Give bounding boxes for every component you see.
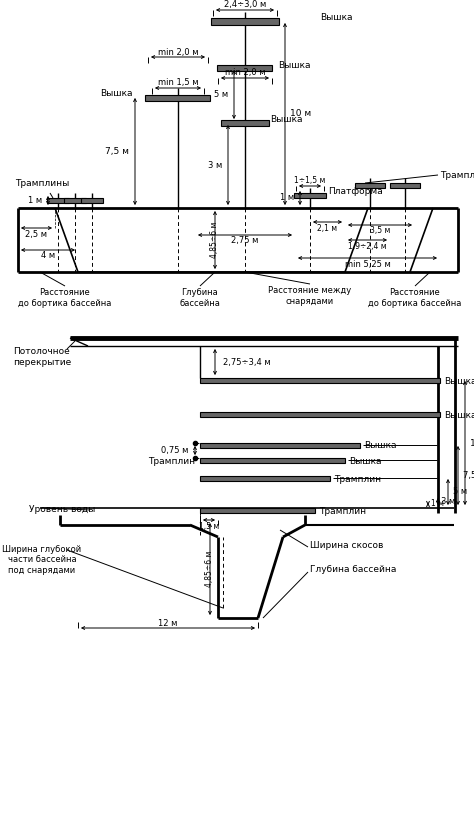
Text: Ширина глубокой
части бассейна
под снарядами: Ширина глубокой части бассейна под снаря… [2,545,82,575]
Text: Вышка: Вышка [270,116,302,125]
Bar [218,65,273,71]
Bar [200,458,345,463]
Text: Глубина
бассейна: Глубина бассейна [180,289,220,308]
Text: 1,9÷2,4 м: 1,9÷2,4 м [348,241,387,251]
Text: 2,75 м: 2,75 м [231,237,259,246]
Text: Вышка: Вышка [444,376,474,385]
Text: Платформа: Платформа [328,188,383,197]
Text: 4,85÷6 м: 4,85÷6 м [206,551,215,587]
Text: Вышка: Вышка [278,60,310,69]
Text: Потолочное
перекрытие: Потолочное перекрытие [13,347,71,366]
Text: Трамплин: Трамплин [148,457,195,466]
Text: 2,75÷3,4 м: 2,75÷3,4 м [223,357,271,366]
Text: 1 м: 1 м [28,196,42,205]
Text: 2,4÷3,0 м: 2,4÷3,0 м [224,1,266,9]
Text: Уровень воды: Уровень воды [29,505,95,514]
Bar [221,120,269,126]
Text: 1,5 м: 1,5 м [199,522,219,530]
Text: 0,75 м: 0,75 м [161,446,188,455]
Text: 2,1 м: 2,1 м [318,223,337,232]
Bar [294,193,326,198]
Text: 2,5 м: 2,5 м [26,230,47,238]
Bar [200,476,330,481]
Text: Глубина бассейна: Глубина бассейна [310,566,396,575]
Text: 7,5 м: 7,5 м [463,471,474,480]
Text: Вышка: Вышка [320,13,353,22]
Bar [200,443,360,448]
Text: Расстояние
до бортика бассейна: Расстояние до бортика бассейна [18,289,112,308]
Text: 3 м: 3 м [441,497,455,506]
Text: 4,85÷6 м: 4,85÷6 м [210,222,219,258]
Text: 4 м: 4 м [41,251,55,261]
Bar [81,198,103,203]
Bar [47,198,69,203]
Text: Трамплины: Трамплины [440,170,474,179]
Bar [64,198,86,203]
Text: 10 м: 10 м [470,438,474,447]
Text: min 2,0 м: min 2,0 м [225,69,265,78]
Text: Вышка: Вышка [444,410,474,419]
Text: Расстояние между
снарядами: Расстояние между снарядами [268,286,352,306]
Text: Ширина скосов: Ширина скосов [310,541,383,549]
Text: Вышка: Вышка [364,442,396,451]
Text: 10 м: 10 м [290,109,311,118]
Bar [200,412,440,417]
Text: 12 м: 12 м [158,619,178,628]
Text: Вышка: Вышка [349,457,382,466]
Text: 5 м: 5 м [214,90,228,99]
Bar [390,183,420,188]
Text: 3,5 м: 3,5 м [370,227,390,236]
Bar [211,18,279,25]
Text: 1÷1,5 м: 1÷1,5 м [294,176,326,185]
Text: Трамплин: Трамплин [334,475,381,484]
Bar [200,378,440,383]
Text: Трамплины: Трамплины [15,179,69,188]
Text: Вышка: Вышка [100,89,133,98]
Text: 3 м: 3 м [208,160,222,170]
Text: 1 м: 1 м [431,500,444,509]
Bar [355,183,385,188]
Text: 7,5 м: 7,5 м [105,147,129,156]
Text: Трамплин: Трамплин [319,506,366,515]
Text: 1 м: 1 м [280,194,294,203]
Text: min 5,25 м: min 5,25 м [345,260,391,269]
Bar [146,95,210,101]
Text: min 1,5 м: min 1,5 м [158,79,198,88]
Text: Расстояние
до бортика бассейна: Расстояние до бортика бассейна [368,289,462,308]
Text: min 2,0 м: min 2,0 м [158,47,198,56]
Bar [200,508,315,513]
Text: 5 м: 5 м [453,487,467,496]
